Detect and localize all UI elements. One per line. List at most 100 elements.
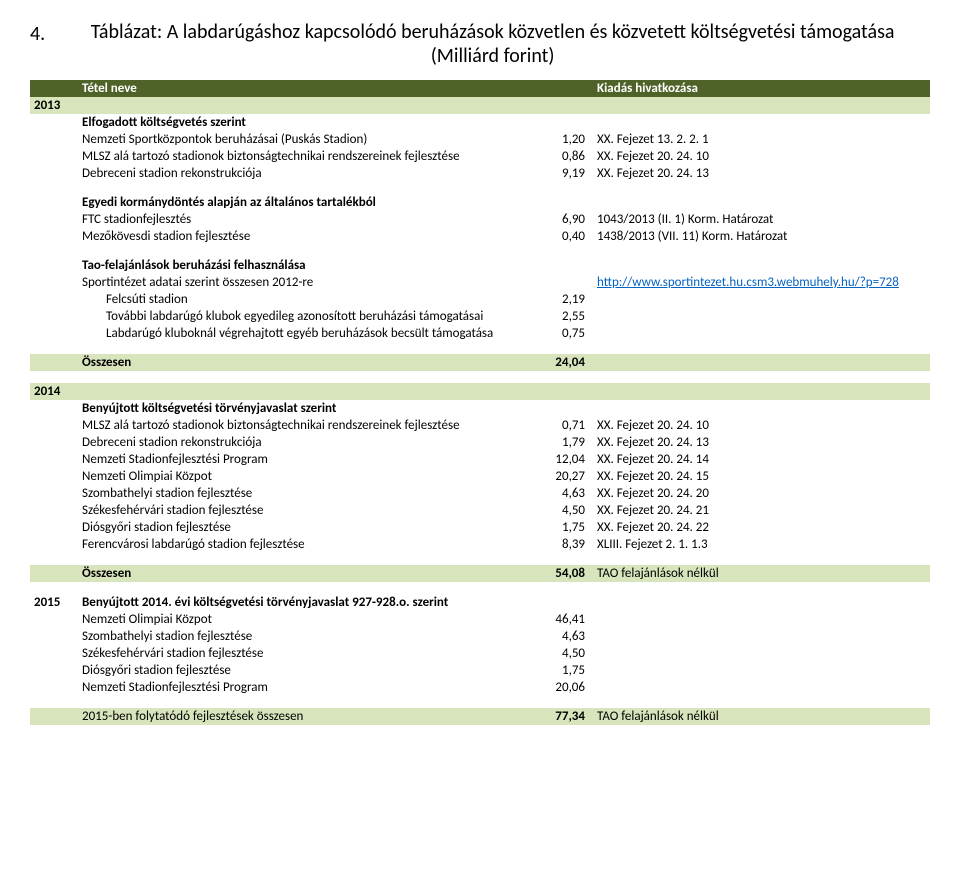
section-title: Tao-felajánlások beruházási felhasználás… — [78, 257, 526, 274]
table-row: Debreceni stadion rekonstrukciója1,79XX.… — [30, 434, 930, 451]
row-value: 0,75 — [526, 325, 593, 342]
section-row: Elfogadott költségvetés szerint — [30, 114, 930, 131]
title-number: 4. — [30, 20, 45, 46]
row-name: Labdarúgó kluboknál végrehajtott egyéb b… — [78, 325, 526, 342]
row-name: Nemzeti Olimpiai Közpot — [78, 611, 526, 628]
table-row: Székesfehérvári stadion fejlesztése4,50 — [30, 645, 930, 662]
row-ref: XX. Fejezet 20. 24. 22 — [593, 519, 930, 536]
year-2015-row: 2015 Benyújtott 2014. évi költségvetési … — [30, 594, 930, 611]
row-value: 8,39 — [526, 536, 593, 553]
section-title: Benyújtott költségvetési törvényjavaslat… — [78, 400, 526, 417]
row-value: 1,75 — [526, 519, 593, 536]
table-row: Nemzeti Sportközpontok beruházásai (Pusk… — [30, 131, 930, 148]
section-title: Egyedi kormánydöntés alapján az általáno… — [78, 194, 526, 211]
row-ref — [593, 308, 930, 325]
table-row: Székesfehérvári stadion fejlesztése4,50X… — [30, 502, 930, 519]
table-row: További labdarúgó klubok egyedileg azono… — [30, 308, 930, 325]
table-row: Nemzeti Olimpiai Közpot20,27XX. Fejezet … — [30, 468, 930, 485]
row-ref: XX. Fejezet 20. 24. 10 — [593, 417, 930, 434]
row-name: Nemzeti Stadionfejlesztési Program — [78, 679, 526, 696]
year-2013: 2013 — [30, 97, 78, 114]
total-value: 54,08 — [526, 565, 593, 582]
row-name: MLSZ alá tartozó stadionok biztonságtech… — [78, 417, 526, 434]
table-row: Diósgyőri stadion fejlesztése1,75XX. Fej… — [30, 519, 930, 536]
section-row: Tao-felajánlások beruházási felhasználás… — [30, 257, 930, 274]
year-2015: 2015 — [30, 594, 78, 611]
row-name: Székesfehérvári stadion fejlesztése — [78, 645, 526, 662]
total-label: 2015-ben folytatódó fejlesztések összese… — [78, 708, 526, 725]
section-row: Benyújtott költségvetési törvényjavaslat… — [30, 400, 930, 417]
row-value: 4,63 — [526, 628, 593, 645]
budget-table: Tétel neve Kiadás hivatkozása 2013 Elfog… — [30, 80, 930, 725]
row-ref: XX. Fejezet 20. 24. 20 — [593, 485, 930, 502]
row-value: 20,06 — [526, 679, 593, 696]
row-value: 0,86 — [526, 148, 593, 165]
table-row: Diósgyőri stadion fejlesztése1,75 — [30, 662, 930, 679]
row-value: 0,71 — [526, 417, 593, 434]
row-name: Székesfehérvári stadion fejlesztése — [78, 502, 526, 519]
year-2014: 2014 — [30, 383, 78, 400]
row-value: 20,27 — [526, 468, 593, 485]
row-value: 12,04 — [526, 451, 593, 468]
row-ref: XX. Fejezet 20. 24. 21 — [593, 502, 930, 519]
row-ref — [593, 645, 930, 662]
row-name: Ferencvárosi labdarúgó stadion fejleszté… — [78, 536, 526, 553]
total-ref: TAO felajánlások nélkül — [593, 565, 930, 582]
row-ref — [593, 628, 930, 645]
row-ref: XX. Fejezet 20. 24. 13 — [593, 165, 930, 182]
source-link[interactable]: http://www.sportintezet.hu.csm3.webmuhel… — [597, 275, 899, 290]
row-name: Nemzeti Stadionfejlesztési Program — [78, 451, 526, 468]
row-name: FTC stadionfejlesztés — [78, 211, 526, 228]
table-row: Mezőkövesdi stadion fejlesztése0,401438/… — [30, 228, 930, 245]
table-row: FTC stadionfejlesztés6,901043/2013 (II. … — [30, 211, 930, 228]
row-name: További labdarúgó klubok egyedileg azono… — [78, 308, 526, 325]
title-text: Táblázat: A labdarúgáshoz kapcsolódó ber… — [55, 20, 930, 68]
total-row: Összesen 24,04 — [30, 354, 930, 371]
row-name: Sportintézet adatai szerint összesen 201… — [78, 274, 526, 291]
row-value: 4,63 — [526, 485, 593, 502]
table-row: MLSZ alá tartozó stadionok biztonságtech… — [30, 148, 930, 165]
row-ref: 1043/2013 (II. 1) Korm. Határozat — [593, 211, 930, 228]
section-title: Benyújtott 2014. évi költségvetési törvé… — [78, 594, 526, 611]
row-ref: XX. Fejezet 20. 24. 13 — [593, 434, 930, 451]
row-value: 1,20 — [526, 131, 593, 148]
table-row: Sportintézet adatai szerint összesen 201… — [30, 274, 930, 291]
row-value: 1,75 — [526, 662, 593, 679]
row-name: Debreceni stadion rekonstrukciója — [78, 165, 526, 182]
row-ref — [593, 611, 930, 628]
total-label: Összesen — [78, 354, 526, 371]
table-row: Labdarúgó kluboknál végrehajtott egyéb b… — [30, 325, 930, 342]
header-val — [526, 80, 593, 97]
row-value: 4,50 — [526, 502, 593, 519]
year-2013-row: 2013 — [30, 97, 930, 114]
table-row: Szombathelyi stadion fejlesztése4,63XX. … — [30, 485, 930, 502]
row-ref — [593, 325, 930, 342]
row-value: 2,55 — [526, 308, 593, 325]
section-title: Elfogadott költségvetés szerint — [78, 114, 526, 131]
row-name: Felcsúti stadion — [78, 291, 526, 308]
row-ref: XX. Fejezet 20. 24. 15 — [593, 468, 930, 485]
row-ref — [593, 679, 930, 696]
table-row: Szombathelyi stadion fejlesztése4,63 — [30, 628, 930, 645]
row-name: Mezőkövesdi stadion fejlesztése — [78, 228, 526, 245]
table-row: Nemzeti Stadionfejlesztési Program12,04X… — [30, 451, 930, 468]
total-row: 2015-ben folytatódó fejlesztések összese… — [30, 708, 930, 725]
table-header: Tétel neve Kiadás hivatkozása — [30, 80, 930, 97]
row-ref: 1438/2013 (VII. 11) Korm. Határozat — [593, 228, 930, 245]
total-ref: TAO felajánlások nélkül — [593, 708, 930, 725]
row-value: 46,41 — [526, 611, 593, 628]
header-name: Tétel neve — [78, 80, 526, 97]
total-value: 77,34 — [526, 708, 593, 725]
table-row: Nemzeti Olimpiai Közpot46,41 — [30, 611, 930, 628]
table-row: MLSZ alá tartozó stadionok biztonságtech… — [30, 417, 930, 434]
row-name: Diósgyőri stadion fejlesztése — [78, 519, 526, 536]
total-label: Összesen — [78, 565, 526, 582]
row-name: Debreceni stadion rekonstrukciója — [78, 434, 526, 451]
row-name: Diósgyőri stadion fejlesztése — [78, 662, 526, 679]
row-ref: XX. Fejezet 20. 24. 10 — [593, 148, 930, 165]
row-value: 6,90 — [526, 211, 593, 228]
row-name: Nemzeti Sportközpontok beruházásai (Pusk… — [78, 131, 526, 148]
row-ref: XLIII. Fejezet 2. 1. 1.3 — [593, 536, 930, 553]
table-row: Nemzeti Stadionfejlesztési Program20,06 — [30, 679, 930, 696]
table-row: Ferencvárosi labdarúgó stadion fejleszté… — [30, 536, 930, 553]
